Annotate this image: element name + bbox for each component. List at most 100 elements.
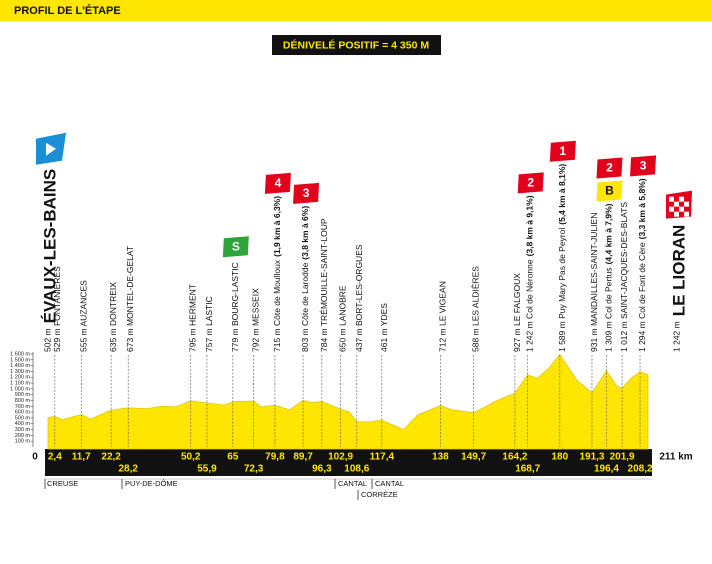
waypoint-name: 635 m DONTREIX [108, 282, 118, 352]
waypoint-label: 650 m LANOBRE [338, 285, 348, 352]
waypoint-label: 635 m DONTREIX [108, 282, 118, 352]
waypoint-detail: (3,8 km à 9,1%) [525, 195, 535, 256]
climb-badge-text: 2 [606, 161, 613, 175]
km-label: 138 [432, 452, 449, 463]
km-label: 55,9 [197, 464, 217, 475]
finish-flag-check [684, 211, 689, 217]
waypoint-label: 1 589 m Puy Mary Pas de Peyrol (5,4 km à … [557, 164, 567, 352]
climb-badge-text: 1 [560, 144, 567, 158]
km-label: 28,2 [118, 464, 138, 475]
km-label: 50,2 [181, 452, 201, 463]
km-label: 22,2 [101, 452, 121, 463]
regions: CREUSE PUY-DE-DÔME CANTAL CANTAL CORRÈZE [44, 479, 404, 500]
climb-badge-text: 4 [275, 176, 282, 190]
waypoint-name: 555 m AUZANCES [79, 280, 89, 352]
finish-flag-check [679, 206, 684, 212]
climb-badge [293, 182, 320, 204]
waypoint-label: 588 m LES ALDIÈRES [471, 266, 481, 352]
climb-badge [517, 172, 544, 194]
km-label: 149,7 [461, 452, 486, 463]
finish-flag-check [669, 196, 674, 202]
finish-flag [666, 190, 692, 219]
waypoint-detail: (5,4 km à 8,1%) [557, 164, 567, 225]
start-arrow [46, 142, 56, 156]
waypoint-label: 779 m BOURG-LASTIC [230, 262, 240, 352]
subtitle-box [272, 35, 441, 55]
y-tick-label: 1 200 m [10, 375, 30, 381]
waypoint-detail: (4,4 km à 7,9%) [604, 203, 614, 264]
waypoint-name: 1 012 m SAINT-JACQUES-DES-BLATS [619, 202, 629, 352]
climb-badge [549, 140, 576, 162]
header-title: PROFIL DE L'ÉTAPE [14, 4, 121, 17]
waypoint-label: 757 m LASTIC [204, 296, 214, 352]
y-tick-label: 800 m [15, 398, 31, 404]
finish-flag-check [669, 206, 674, 212]
climb-badge-text: 3 [640, 159, 647, 173]
waypoint-label: 1 294 m Col de Font de Cère (3,3 km à 5,8… [637, 178, 647, 352]
y-tick-label: 100 m [15, 439, 31, 445]
waypoint-name: 461 m YDES [379, 303, 389, 352]
waypoint-label: 437 m BORT-LES-ORGUES [354, 244, 364, 352]
region-label: CANTAL [375, 479, 404, 488]
endpoint-elevation: 502 m [42, 328, 52, 352]
y-tick-label: 600 m [15, 410, 31, 416]
km-label: 191,3 [579, 452, 604, 463]
sprint-badge [222, 236, 249, 258]
climb-badge [596, 157, 623, 179]
waypoint-name: 1 242 m Col de Néronne [525, 259, 535, 352]
climb-badge [264, 172, 291, 194]
waypoint-detail: (3,8 km à 6%) [300, 206, 310, 260]
waypoint-label: 784 m TRÉMOUILLE-SAINT-LOUP [319, 218, 329, 352]
waypoint-name: 588 m LES ALDIÈRES [471, 266, 481, 352]
waypoint-label: 795 m HERMENT [188, 284, 198, 352]
km-label: 180 [552, 452, 569, 463]
waypoint-label: 792 m MESSEIX [251, 288, 261, 352]
km-label: 89,7 [293, 452, 313, 463]
finish-flag-check [679, 196, 684, 202]
waypoint-name: 757 m LASTIC [204, 296, 214, 352]
waypoint-name: 673 m MONTEL-DE-GELAT [125, 246, 135, 352]
elevation-profile [47, 353, 649, 450]
endpoint-name: ÉVAUX-LES-BAINS [40, 169, 59, 324]
y-tick-label: 1 000 m [10, 386, 30, 392]
waypoint-label: 529 m FONTANIÈRES [52, 266, 62, 352]
y-tick-label: 700 m [15, 404, 31, 410]
waypoint-name: 795 m HERMENT [188, 284, 198, 352]
waypoint-label: 927 m LE FALGOUX [512, 273, 522, 352]
km-label: 117,4 [370, 452, 395, 463]
km-label: 72,3 [244, 464, 264, 475]
waypoint-name: 1 589 m Puy Mary Pas de Peyrol [557, 228, 567, 352]
waypoint-label: 715 m Côte de Moulloux (1,9 km à 6,3%) [272, 196, 282, 352]
waypoint-name: 779 m BOURG-LASTIC [230, 262, 240, 352]
endpoint-name: LE LIORAN [669, 225, 688, 317]
y-tick-label: 200 m [15, 433, 31, 439]
waypoint-name: 715 m Côte de Moulloux [272, 259, 282, 352]
y-tick-label: 1 600 m [10, 351, 30, 357]
y-tick-label: 1 100 m [10, 381, 30, 387]
y-tick-label: 300 m [15, 427, 31, 433]
climb-badge-text: 2 [527, 176, 534, 190]
waypoint-detail: (1,9 km à 6,3%) [272, 196, 282, 257]
y-tick-label: 1 400 m [10, 363, 30, 369]
km-label: 201,9 [610, 452, 635, 463]
finish-flag-check [674, 201, 679, 207]
waypoint-label: 803 m Côte de Larodde (3,8 km à 6%) [300, 206, 310, 352]
climb-badge [630, 155, 657, 177]
km-label: 208,2 [628, 464, 653, 475]
waypoint-name: 529 m FONTANIÈRES [52, 266, 62, 352]
waypoint-label: 931 m MANDAILLES-SAINT-JULIEN [589, 213, 599, 352]
km-label: 11,7 [72, 452, 91, 463]
waypoint-name: 927 m LE FALGOUX [512, 273, 522, 352]
y-tick-label: 500 m [15, 415, 31, 421]
bonus-badge [596, 180, 623, 202]
endpoint-elevation: 1 242 m [671, 321, 681, 352]
km-label: 168,7 [515, 464, 540, 475]
y-tick-label: 1 500 m [10, 357, 30, 363]
sprint-badge-text: S [232, 239, 240, 253]
waypoint-label: 1 242 m Col de Néronne (3,8 km à 9,1%) [525, 195, 535, 352]
km-label: 108,6 [344, 464, 369, 475]
finish-flag-check [674, 211, 679, 217]
y-tick-label: 1 300 m [10, 369, 30, 375]
waypoint-detail: (3,3 km à 5,8%) [637, 178, 647, 239]
region-label: CORRÈZE [361, 490, 398, 499]
